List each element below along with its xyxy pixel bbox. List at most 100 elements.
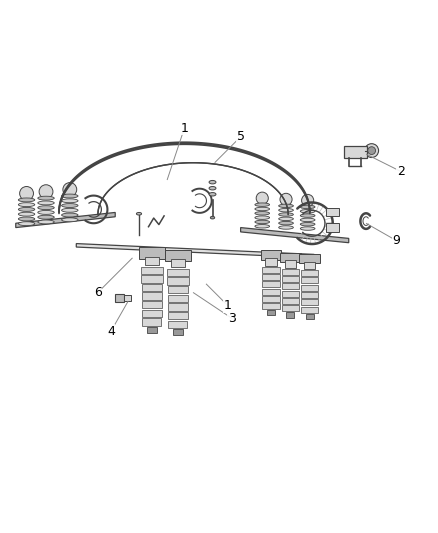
Text: 1: 1 <box>224 299 232 312</box>
Ellipse shape <box>279 226 293 229</box>
Ellipse shape <box>300 227 315 230</box>
Ellipse shape <box>18 198 35 202</box>
Polygon shape <box>76 244 314 258</box>
Circle shape <box>39 185 53 199</box>
Polygon shape <box>16 213 115 228</box>
Circle shape <box>63 183 77 197</box>
FancyBboxPatch shape <box>124 295 131 301</box>
Circle shape <box>280 193 292 205</box>
FancyBboxPatch shape <box>282 305 299 311</box>
Ellipse shape <box>255 203 270 206</box>
FancyBboxPatch shape <box>282 276 299 282</box>
FancyBboxPatch shape <box>168 320 187 328</box>
FancyBboxPatch shape <box>326 208 339 216</box>
FancyBboxPatch shape <box>306 313 314 319</box>
Ellipse shape <box>255 220 270 224</box>
FancyBboxPatch shape <box>301 292 318 298</box>
Ellipse shape <box>38 206 54 209</box>
Ellipse shape <box>62 199 78 203</box>
FancyBboxPatch shape <box>282 284 299 289</box>
Ellipse shape <box>255 207 270 211</box>
FancyBboxPatch shape <box>168 295 188 302</box>
Polygon shape <box>240 228 349 243</box>
Ellipse shape <box>38 196 54 200</box>
Ellipse shape <box>300 205 315 208</box>
Ellipse shape <box>255 216 270 220</box>
FancyBboxPatch shape <box>301 306 318 313</box>
FancyBboxPatch shape <box>165 249 191 261</box>
FancyBboxPatch shape <box>168 312 187 319</box>
FancyBboxPatch shape <box>267 310 275 316</box>
Ellipse shape <box>210 216 215 219</box>
Ellipse shape <box>279 221 293 225</box>
FancyBboxPatch shape <box>168 303 188 311</box>
FancyBboxPatch shape <box>142 293 162 300</box>
FancyBboxPatch shape <box>300 254 320 263</box>
FancyBboxPatch shape <box>262 274 279 280</box>
FancyBboxPatch shape <box>141 275 162 282</box>
FancyBboxPatch shape <box>167 269 189 276</box>
Ellipse shape <box>300 214 315 217</box>
FancyBboxPatch shape <box>262 281 279 287</box>
FancyBboxPatch shape <box>139 247 165 259</box>
FancyBboxPatch shape <box>301 270 318 276</box>
FancyBboxPatch shape <box>282 290 299 297</box>
FancyBboxPatch shape <box>142 318 162 326</box>
FancyBboxPatch shape <box>262 288 279 295</box>
Text: 5: 5 <box>237 130 244 143</box>
FancyBboxPatch shape <box>301 300 318 305</box>
Ellipse shape <box>38 201 54 205</box>
FancyBboxPatch shape <box>141 266 163 274</box>
Ellipse shape <box>62 213 78 217</box>
FancyBboxPatch shape <box>145 257 159 265</box>
FancyBboxPatch shape <box>282 298 299 304</box>
Text: 6: 6 <box>94 286 102 299</box>
FancyBboxPatch shape <box>167 277 188 285</box>
Text: 2: 2 <box>397 165 405 178</box>
FancyBboxPatch shape <box>173 329 183 335</box>
Ellipse shape <box>18 212 35 216</box>
Ellipse shape <box>279 208 293 212</box>
Ellipse shape <box>62 204 78 207</box>
FancyBboxPatch shape <box>170 259 185 268</box>
Ellipse shape <box>62 218 78 222</box>
FancyBboxPatch shape <box>142 301 162 309</box>
Ellipse shape <box>300 222 315 226</box>
FancyBboxPatch shape <box>262 266 279 272</box>
Ellipse shape <box>38 220 54 224</box>
Ellipse shape <box>38 211 54 214</box>
FancyBboxPatch shape <box>285 261 296 268</box>
Ellipse shape <box>136 213 141 215</box>
Circle shape <box>368 147 375 155</box>
Ellipse shape <box>209 181 216 184</box>
Text: 3: 3 <box>228 312 236 325</box>
FancyBboxPatch shape <box>142 310 162 317</box>
FancyBboxPatch shape <box>301 277 318 284</box>
FancyBboxPatch shape <box>286 312 294 318</box>
FancyBboxPatch shape <box>343 146 367 158</box>
Ellipse shape <box>279 213 293 216</box>
FancyBboxPatch shape <box>301 285 318 290</box>
Ellipse shape <box>209 192 216 196</box>
Ellipse shape <box>300 209 315 213</box>
Ellipse shape <box>209 187 216 190</box>
Ellipse shape <box>38 215 54 219</box>
Text: 4: 4 <box>107 325 115 338</box>
Ellipse shape <box>300 218 315 222</box>
Circle shape <box>365 144 378 158</box>
Ellipse shape <box>62 194 78 198</box>
Ellipse shape <box>18 222 35 225</box>
Ellipse shape <box>18 203 35 207</box>
Ellipse shape <box>18 207 35 212</box>
FancyBboxPatch shape <box>326 223 339 232</box>
Ellipse shape <box>62 208 78 212</box>
Ellipse shape <box>255 224 270 228</box>
Text: 1: 1 <box>180 122 188 135</box>
Text: 9: 9 <box>392 234 400 247</box>
Ellipse shape <box>255 212 270 215</box>
FancyBboxPatch shape <box>115 294 124 302</box>
FancyBboxPatch shape <box>282 269 299 274</box>
FancyBboxPatch shape <box>261 251 281 260</box>
FancyBboxPatch shape <box>280 253 301 262</box>
FancyBboxPatch shape <box>262 303 279 309</box>
